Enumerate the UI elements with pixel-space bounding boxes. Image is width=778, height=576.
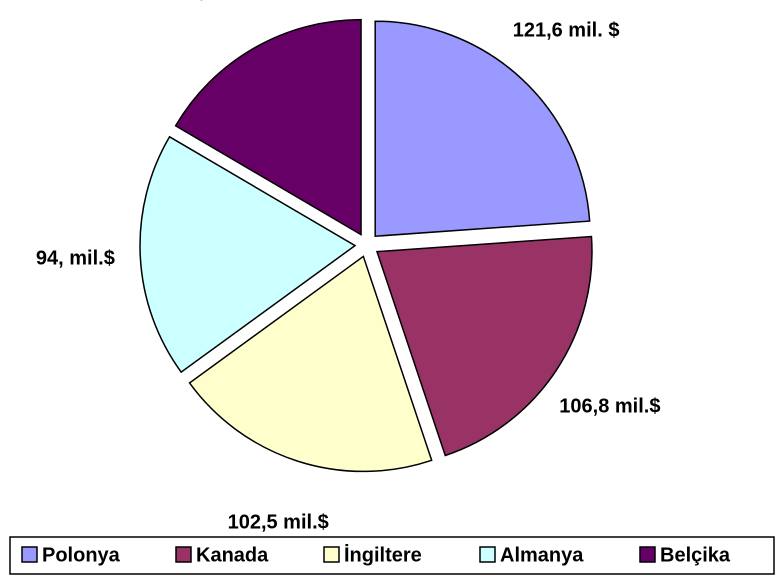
pie-slice — [188, 255, 433, 473]
legend-label: İngiltere — [344, 543, 422, 566]
legend-swatch — [21, 546, 38, 563]
pie-slice — [174, 18, 362, 236]
pie-slice — [375, 235, 593, 457]
pie-slice — [374, 20, 591, 238]
legend-swatch — [323, 546, 340, 563]
pie-slice — [139, 135, 357, 374]
data-label: 94, mil.$ — [36, 248, 115, 270]
data-label: 106,8 mil.$ — [559, 395, 660, 417]
legend-label: Belçika — [660, 544, 731, 566]
legend-swatch — [175, 546, 192, 563]
legend-swatch — [479, 546, 496, 563]
data-label: 102,5 mil.$ — [228, 511, 329, 533]
legend-swatch — [639, 546, 656, 563]
data-label: 121,6 mil. $ — [513, 20, 620, 42]
legend-label: Kanada — [196, 544, 269, 566]
legend-label: Almanya — [500, 544, 584, 566]
legend-label: Polonya — [42, 544, 121, 566]
data-label: 84,3 mil.$ — [177, 0, 267, 2]
